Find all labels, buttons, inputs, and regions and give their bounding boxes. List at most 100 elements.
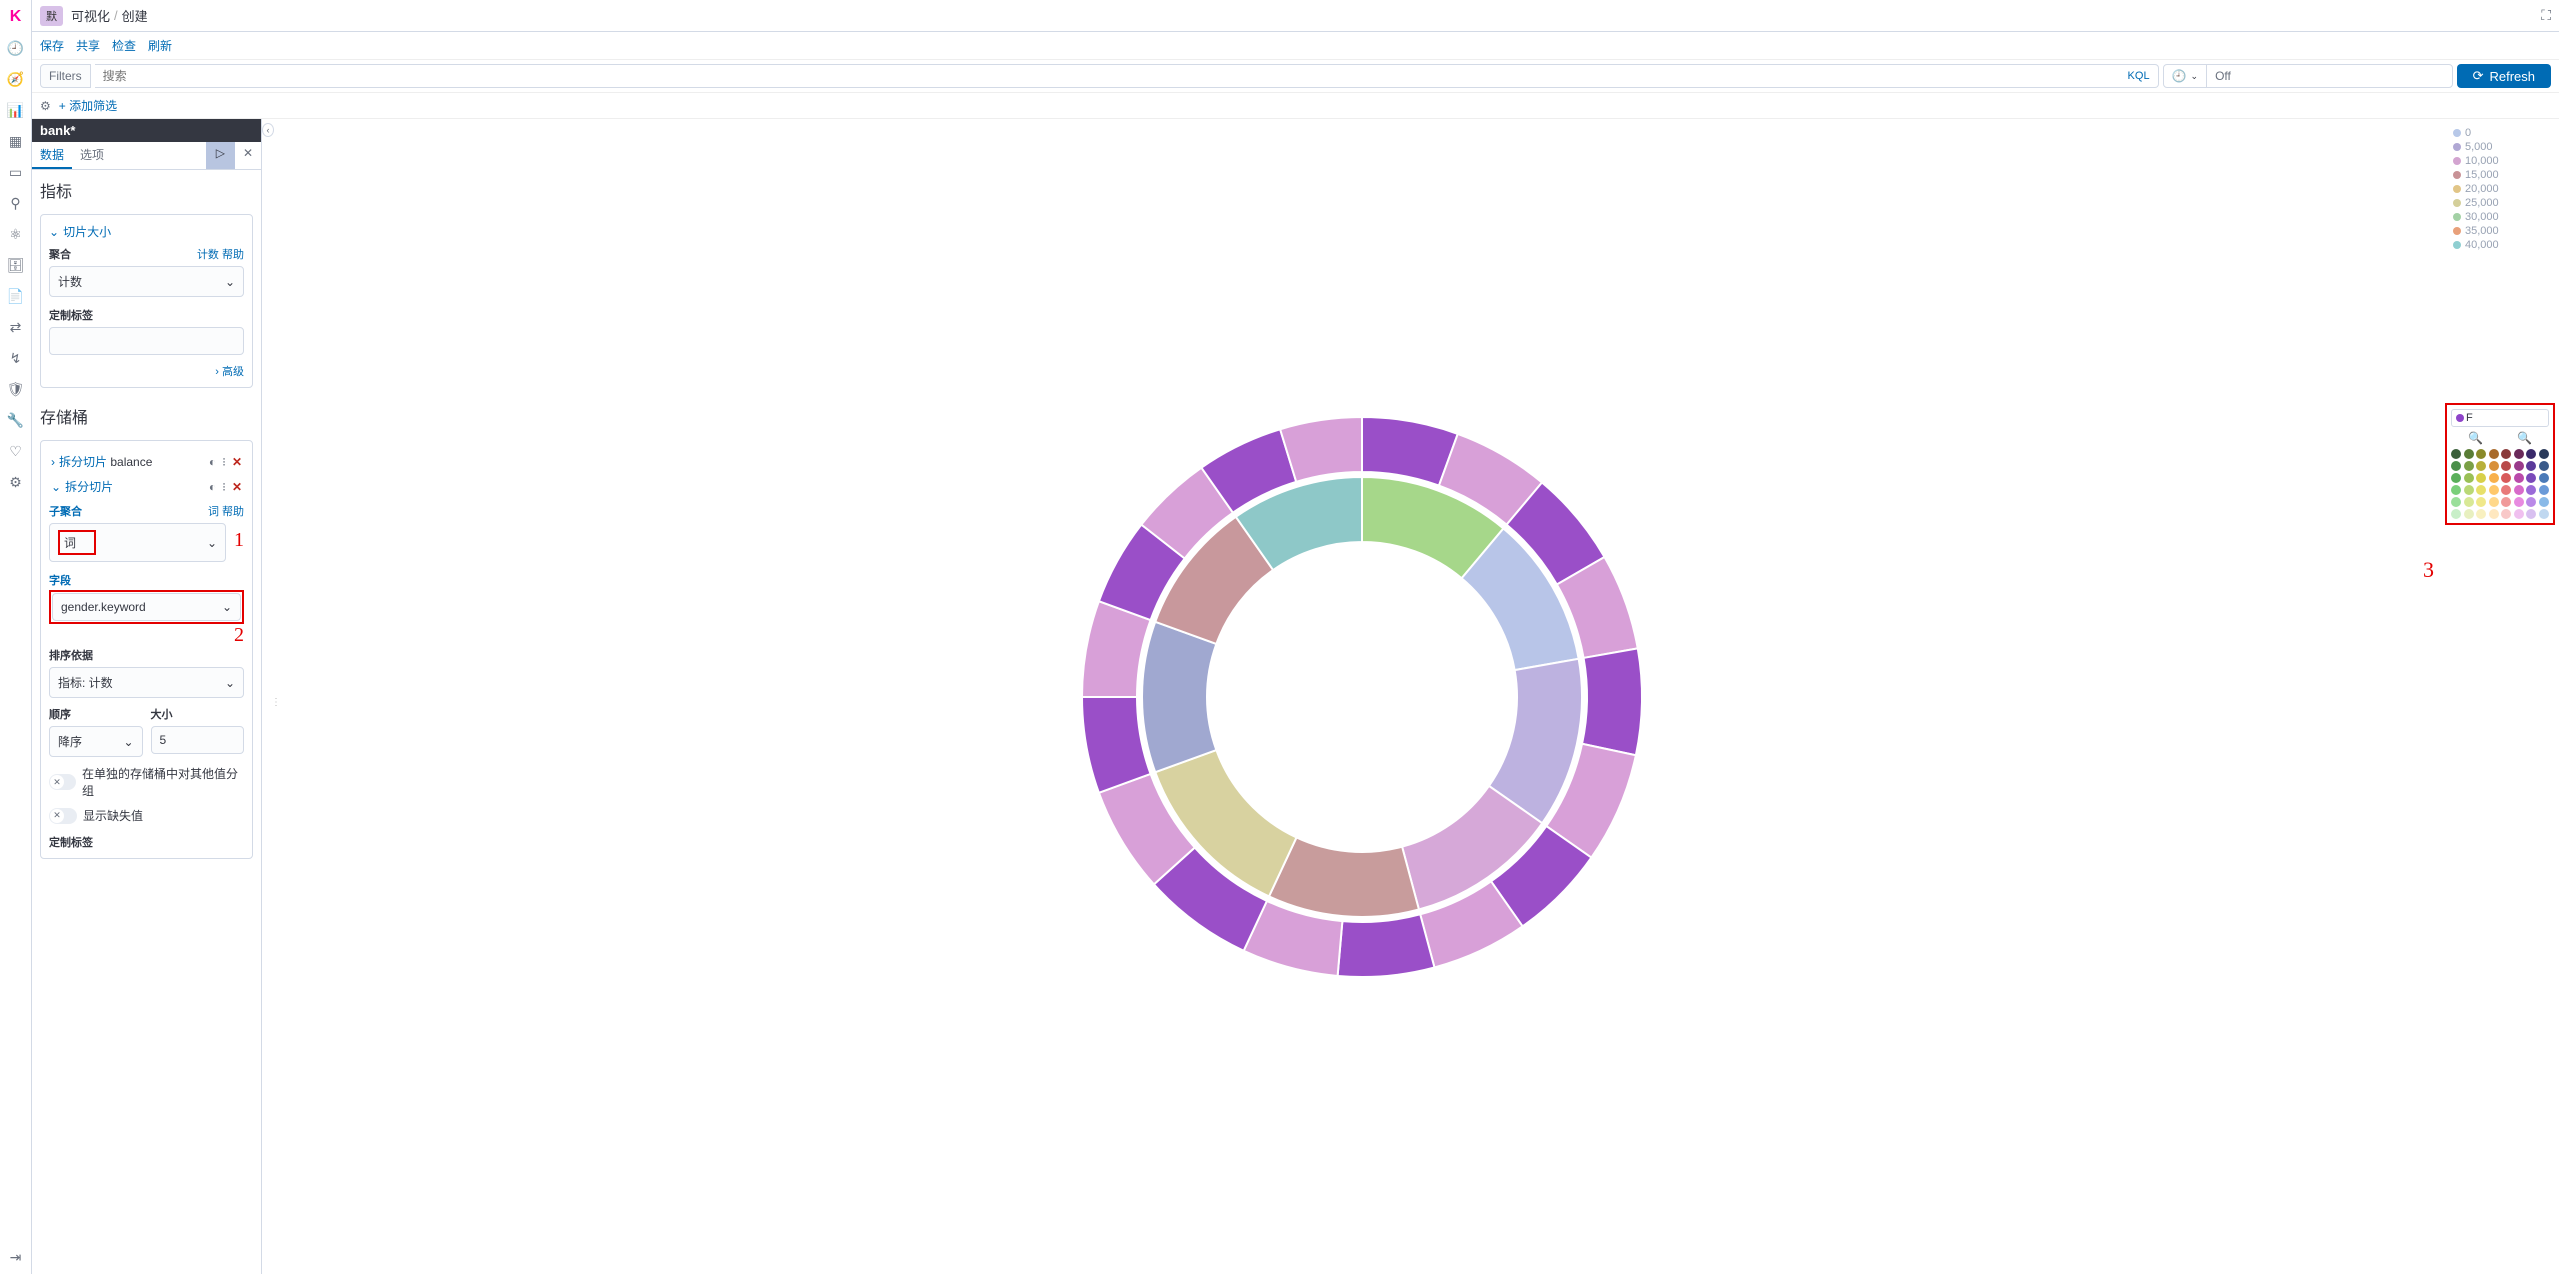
- legend-item[interactable]: 35,000: [2453, 225, 2555, 237]
- resize-handle[interactable]: ⋮: [271, 697, 281, 708]
- delete-bucket-1[interactable]: ✕: [232, 455, 242, 469]
- nav-uptime-icon[interactable]: ↯: [10, 350, 22, 367]
- order-select[interactable]: 降序 ⌄: [49, 726, 143, 757]
- bucket-2-header[interactable]: ⌄ 拆分切片 ◐ ⁝ ✕: [49, 474, 244, 499]
- tab-data[interactable]: 数据: [32, 142, 72, 169]
- chart-segment[interactable]: [1142, 621, 1216, 771]
- nav-canvas-icon[interactable]: ▭: [9, 164, 22, 181]
- color-swatch[interactable]: [2539, 473, 2549, 483]
- color-swatch[interactable]: [2526, 497, 2536, 507]
- fullscreen-icon[interactable]: ⛶: [2541, 7, 2551, 24]
- expand-rail-icon[interactable]: ⇥: [10, 1249, 22, 1266]
- chart-segment[interactable]: [1280, 417, 1362, 482]
- discard-button[interactable]: ✕: [235, 142, 261, 169]
- chart-segment[interactable]: [1082, 697, 1151, 793]
- color-swatch[interactable]: [2501, 509, 2511, 519]
- delete-bucket-2[interactable]: ✕: [232, 480, 242, 494]
- apply-button[interactable]: ▷: [206, 142, 235, 169]
- custom-label-input[interactable]: [49, 327, 244, 355]
- subagg-select[interactable]: 词 ⌄: [49, 523, 226, 562]
- color-swatch[interactable]: [2451, 461, 2461, 471]
- nav-devtools-icon[interactable]: 🔧: [7, 412, 24, 429]
- color-swatch[interactable]: [2451, 497, 2461, 507]
- index-pattern-header[interactable]: bank*: [32, 119, 261, 142]
- color-swatch[interactable]: [2451, 485, 2461, 495]
- color-swatch[interactable]: [2451, 473, 2461, 483]
- action-save[interactable]: 保存: [40, 37, 64, 54]
- search-input[interactable]: [103, 69, 2120, 83]
- size-input[interactable]: 5: [151, 726, 245, 754]
- color-swatch[interactable]: [2501, 461, 2511, 471]
- color-swatch[interactable]: [2476, 461, 2486, 471]
- field-select[interactable]: gender.keyword ⌄: [52, 593, 241, 621]
- color-swatch[interactable]: [2464, 449, 2474, 459]
- color-swatch[interactable]: [2476, 509, 2486, 519]
- nav-monitoring-icon[interactable]: ♡: [9, 443, 22, 460]
- color-swatch[interactable]: [2489, 473, 2499, 483]
- color-swatch[interactable]: [2476, 473, 2486, 483]
- kql-toggle[interactable]: KQL: [2128, 70, 2150, 82]
- nav-management-icon[interactable]: ⚙: [9, 474, 22, 491]
- toggle-icon[interactable]: ◐: [209, 480, 216, 494]
- count-help-link[interactable]: 计数 帮助: [197, 246, 244, 262]
- advanced-link[interactable]: › 高级: [49, 363, 244, 379]
- color-swatch[interactable]: [2464, 485, 2474, 495]
- time-picker[interactable]: 🕘 ⌄ Off: [2163, 64, 2453, 88]
- space-badge[interactable]: 默: [40, 6, 63, 26]
- color-swatch[interactable]: [2514, 485, 2524, 495]
- agg-select[interactable]: 计数 ⌄: [49, 266, 244, 297]
- nav-visualize-icon[interactable]: 📊: [7, 102, 24, 119]
- color-swatch[interactable]: [2514, 497, 2524, 507]
- color-swatch[interactable]: [2539, 485, 2549, 495]
- nav-siem-icon[interactable]: 🛡: [7, 381, 25, 398]
- color-swatch[interactable]: [2489, 509, 2499, 519]
- tab-options[interactable]: 选项: [72, 142, 112, 169]
- zoom-out-icon[interactable]: 🔍: [2517, 431, 2532, 445]
- legend-item[interactable]: 0: [2453, 127, 2555, 139]
- legend-item[interactable]: 15,000: [2453, 169, 2555, 181]
- color-swatch[interactable]: [2464, 497, 2474, 507]
- add-filter-link[interactable]: + 添加筛选: [59, 97, 117, 114]
- color-swatch[interactable]: [2464, 509, 2474, 519]
- legend-item[interactable]: 25,000: [2453, 197, 2555, 209]
- color-swatch[interactable]: [2514, 449, 2524, 459]
- legend-item[interactable]: 30,000: [2453, 211, 2555, 223]
- color-swatch[interactable]: [2501, 497, 2511, 507]
- color-swatch[interactable]: [2476, 497, 2486, 507]
- color-swatch[interactable]: [2501, 449, 2511, 459]
- color-swatch[interactable]: [2514, 473, 2524, 483]
- color-swatch[interactable]: [2539, 449, 2549, 459]
- legend-item[interactable]: 20,000: [2453, 183, 2555, 195]
- color-swatch[interactable]: [2526, 473, 2536, 483]
- term-help-link[interactable]: 词 帮助: [208, 503, 244, 519]
- drag-icon[interactable]: ⁝: [222, 455, 226, 469]
- color-swatch[interactable]: [2464, 461, 2474, 471]
- refresh-button[interactable]: ⟳ Refresh: [2457, 64, 2551, 88]
- drag-icon[interactable]: ⁝: [222, 480, 226, 494]
- color-swatch[interactable]: [2539, 497, 2549, 507]
- orderby-select[interactable]: 指标: 计数 ⌄: [49, 667, 244, 698]
- action-inspect[interactable]: 检查: [112, 37, 136, 54]
- nav-ml-icon[interactable]: ⚛: [9, 226, 22, 243]
- color-swatch[interactable]: [2476, 485, 2486, 495]
- zoom-in-icon[interactable]: 🔍: [2468, 431, 2483, 445]
- color-swatch[interactable]: [2526, 461, 2536, 471]
- color-swatch[interactable]: [2489, 485, 2499, 495]
- nav-apm-icon[interactable]: ⇄: [10, 319, 22, 336]
- legend-item[interactable]: 5,000: [2453, 141, 2555, 153]
- color-swatch[interactable]: [2539, 461, 2549, 471]
- action-refresh[interactable]: 刷新: [148, 37, 172, 54]
- nav-recent-icon[interactable]: 🕘: [7, 40, 24, 57]
- group-other-switch[interactable]: 在单独的存储桶中对其他值分组: [49, 765, 244, 799]
- color-swatch[interactable]: [2476, 449, 2486, 459]
- switch-off-icon[interactable]: [49, 808, 77, 824]
- color-swatch[interactable]: [2526, 449, 2536, 459]
- action-share[interactable]: 共享: [76, 37, 100, 54]
- filter-settings-icon[interactable]: ⚙: [40, 99, 51, 113]
- toggle-icon[interactable]: ◐: [209, 455, 216, 469]
- search-box[interactable]: KQL: [95, 64, 2159, 88]
- color-swatch[interactable]: [2451, 449, 2461, 459]
- filters-label[interactable]: Filters: [40, 64, 91, 88]
- color-swatch[interactable]: [2501, 473, 2511, 483]
- show-missing-switch[interactable]: 显示缺失值: [49, 807, 244, 824]
